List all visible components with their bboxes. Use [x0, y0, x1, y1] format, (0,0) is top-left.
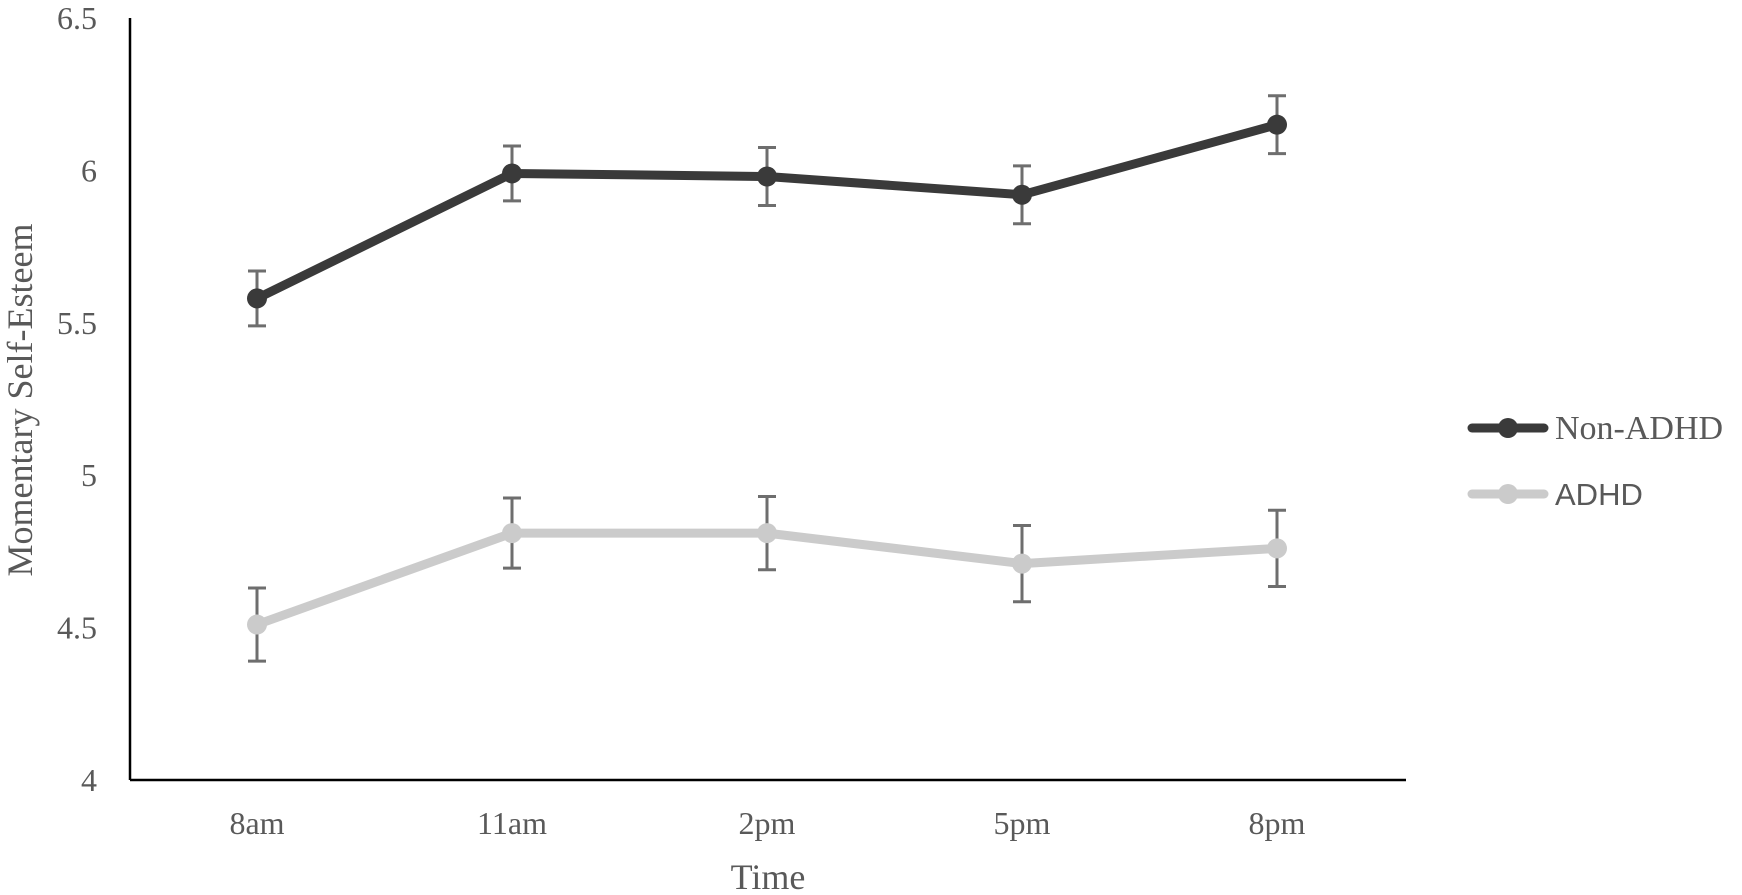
data-point: [1267, 114, 1287, 135]
data-point: [1012, 553, 1032, 574]
y-axis-title: Momentary Self-Esteem: [0, 224, 40, 577]
x-tick-label: 8am: [229, 805, 284, 841]
series-non-adhd: [247, 94, 1287, 328]
data-point: [757, 523, 777, 544]
y-tick-label: 6.5: [57, 0, 97, 36]
y-tick-label: 6: [81, 152, 97, 188]
legend-item: ADHD: [1467, 477, 1643, 512]
x-tick-label: 2pm: [739, 805, 796, 841]
y-tick-label: 5.5: [57, 305, 97, 341]
x-tick-label: 8pm: [1249, 805, 1306, 841]
data-point: [247, 614, 267, 635]
y-tick-label: 4.5: [57, 610, 97, 646]
data-point: [502, 163, 522, 184]
y-tick-label: 4: [81, 762, 97, 798]
data-point: [757, 166, 777, 187]
legend-item: Non-ADHD: [1467, 410, 1723, 447]
x-tick-label: 5pm: [994, 805, 1051, 841]
legend-swatch-marker: [1498, 418, 1518, 438]
data-point: [1012, 184, 1032, 205]
plot-area: [247, 94, 1287, 663]
data-point: [247, 288, 267, 309]
x-axis-ticks: 8am 11am 2pm 5pm 8pm: [229, 805, 1305, 841]
legend-label: Non-ADHD: [1555, 410, 1723, 447]
legend: Non-ADHD ADHD: [1467, 410, 1723, 512]
legend-swatch-marker: [1498, 484, 1518, 504]
legend-label: ADHD: [1555, 477, 1643, 512]
x-tick-label: 11am: [477, 805, 547, 841]
series-adhd: [247, 495, 1287, 663]
y-tick-label: 5: [81, 457, 97, 493]
x-axis-title: Time: [731, 857, 806, 895]
y-axis-ticks: 4 4.5 5 5.5 6 6.5: [57, 0, 97, 798]
data-point: [502, 523, 522, 544]
data-point: [1267, 538, 1287, 559]
